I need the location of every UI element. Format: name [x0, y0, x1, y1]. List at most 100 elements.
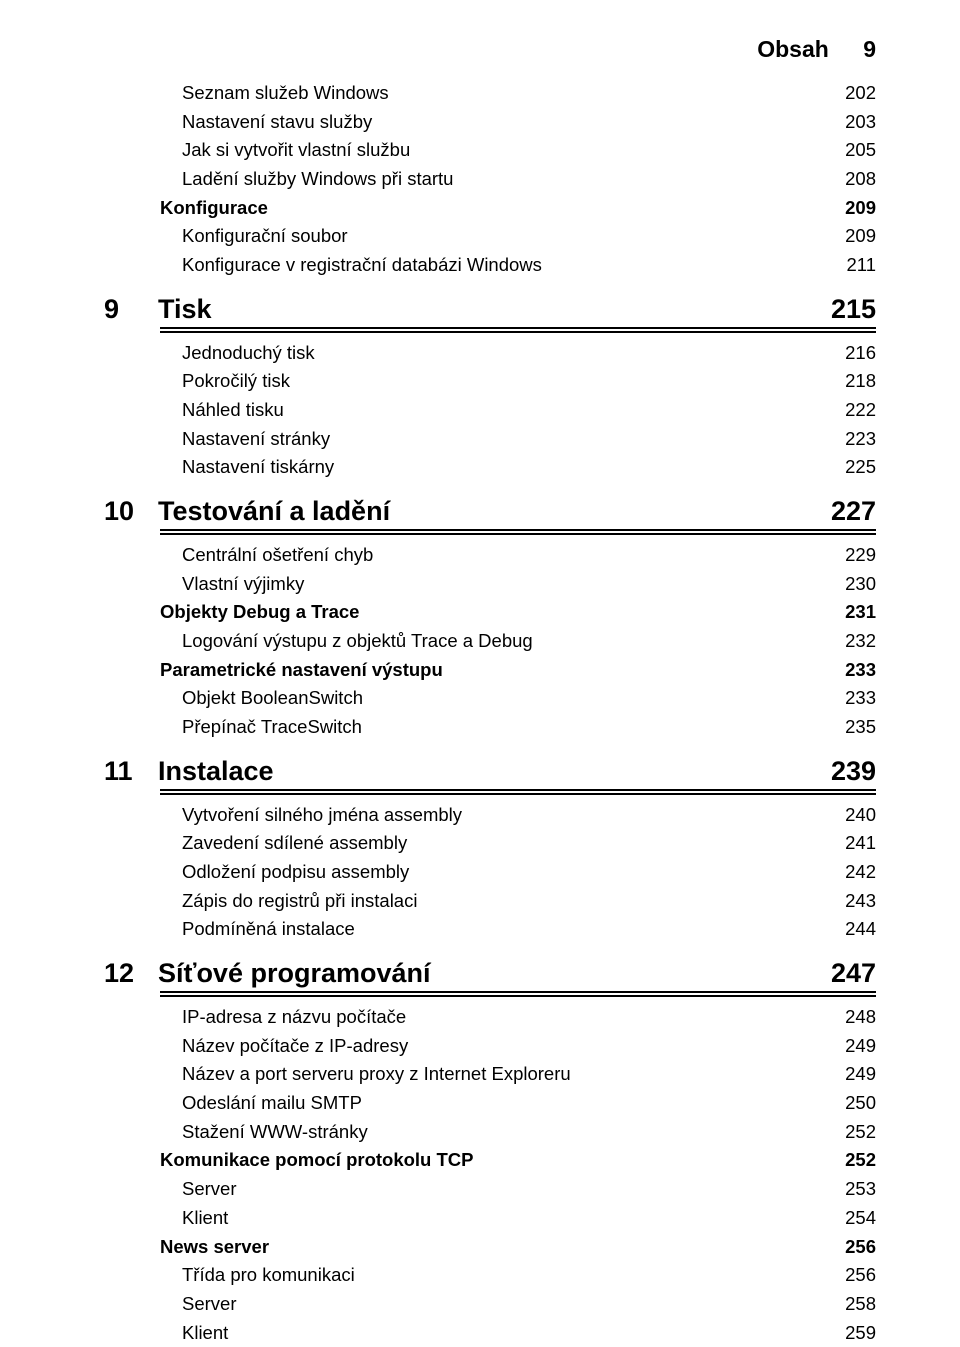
- toc-entry-page: 229: [806, 541, 876, 570]
- toc-entry-label: Třída pro komunikaci: [182, 1261, 806, 1290]
- toc-entry: Náhled tisku222: [160, 396, 876, 425]
- toc-entry-label: Odeslání mailu SMTP: [182, 1089, 806, 1118]
- toc-entry-label: Název a port serveru proxy z Internet Ex…: [182, 1060, 806, 1089]
- toc-entry-label: Podmíněná instalace: [182, 915, 806, 944]
- toc-entry-label: Jednoduchý tisk: [182, 339, 806, 368]
- chapter-page: 247: [796, 958, 876, 989]
- toc-entry: IP-adresa z názvu počítače248: [160, 1003, 876, 1032]
- toc-entry: Objekty Debug a Trace231: [160, 598, 876, 627]
- toc-group: Centrální ošetření chyb229Vlastní výjimk…: [160, 541, 876, 742]
- toc-entry: Vytvoření silného jména assembly240: [160, 801, 876, 830]
- toc-entry-page: 222: [806, 396, 876, 425]
- toc-entry: Název a port serveru proxy z Internet Ex…: [160, 1060, 876, 1089]
- toc-entry: Odeslání mailu SMTP250: [160, 1089, 876, 1118]
- toc-entry-label: Vlastní výjimky: [182, 570, 806, 599]
- toc-entry-page: 205: [806, 136, 876, 165]
- toc-entry-page: 240: [806, 801, 876, 830]
- toc-entry-page: 250: [806, 1089, 876, 1118]
- toc-entry-label: Klient: [182, 1204, 806, 1233]
- toc-entry: Server253: [160, 1175, 876, 1204]
- toc-entry: Zavedení sdílené assembly241: [160, 829, 876, 858]
- toc-entry-page: 259: [806, 1319, 876, 1347]
- chapter-heading: 9Tisk215: [160, 294, 876, 333]
- toc-entry: Nastavení stavu služby203: [160, 108, 876, 137]
- toc-entry-page: 216: [806, 339, 876, 368]
- toc-entry-page: 209: [806, 222, 876, 251]
- toc-entry-label: Parametrické nastavení výstupu: [160, 656, 806, 685]
- toc-entry: Ladění služby Windows při startu208: [160, 165, 876, 194]
- toc-entry-page: 256: [806, 1261, 876, 1290]
- toc-entry: Název počítače z IP-adresy249: [160, 1032, 876, 1061]
- toc-entry: Klient254: [160, 1204, 876, 1233]
- toc-entry-label: Nastavení tiskárny: [182, 453, 806, 482]
- toc-content: Seznam služeb Windows202Nastavení stavu …: [160, 79, 876, 1347]
- header-page: 9: [863, 36, 876, 62]
- toc-entry-page: 218: [806, 367, 876, 396]
- chapter-page: 239: [796, 756, 876, 787]
- running-header: Obsah 9: [160, 36, 876, 63]
- toc-entry-label: IP-adresa z názvu počítače: [182, 1003, 806, 1032]
- toc-entry-page: 253: [806, 1175, 876, 1204]
- toc-entry-page: 241: [806, 829, 876, 858]
- toc-entry: Jak si vytvořit vlastní službu205: [160, 136, 876, 165]
- chapter-heading: 12Síťové programování247: [160, 958, 876, 997]
- toc-entry-page: 248: [806, 1003, 876, 1032]
- chapter-title: Síťové programování: [158, 958, 796, 989]
- toc-entry-label: Klient: [182, 1319, 806, 1347]
- toc-entry-label: Název počítače z IP-adresy: [182, 1032, 806, 1061]
- chapter-number: 10: [104, 496, 158, 527]
- toc-entry-label: Zavedení sdílené assembly: [182, 829, 806, 858]
- toc-entry-label: Nastavení stránky: [182, 425, 806, 454]
- toc-entry-page: 233: [806, 684, 876, 713]
- toc-entry-label: Seznam služeb Windows: [182, 79, 806, 108]
- toc-entry-label: Objekt BooleanSwitch: [182, 684, 806, 713]
- toc-entry-page: 242: [806, 858, 876, 887]
- toc-entry-page: 256: [806, 1233, 876, 1262]
- toc-entry: Zápis do registrů při instalaci243: [160, 887, 876, 916]
- toc-entry-label: Náhled tisku: [182, 396, 806, 425]
- toc-entry-page: 232: [806, 627, 876, 656]
- toc-entry-page: 202: [806, 79, 876, 108]
- toc-entry: Odložení podpisu assembly242: [160, 858, 876, 887]
- toc-entry-label: Centrální ošetření chyb: [182, 541, 806, 570]
- toc-entry-label: Stažení WWW-stránky: [182, 1118, 806, 1147]
- toc-entry-label: Konfigurace: [160, 194, 806, 223]
- toc-entry-page: 233: [806, 656, 876, 685]
- toc-entry-label: News server: [160, 1233, 806, 1262]
- toc-entry: Konfigurace v registrační databázi Windo…: [160, 251, 876, 280]
- toc-entry: Seznam služeb Windows202: [160, 79, 876, 108]
- toc-entry: Konfigurace209: [160, 194, 876, 223]
- toc-entry-page: 225: [806, 453, 876, 482]
- toc-entry: Centrální ošetření chyb229: [160, 541, 876, 570]
- toc-entry-page: 249: [806, 1032, 876, 1061]
- toc-entry: Pokročilý tisk218: [160, 367, 876, 396]
- toc-entry: Server258: [160, 1290, 876, 1319]
- toc-entry: Logování výstupu z objektů Trace a Debug…: [160, 627, 876, 656]
- toc-entry-label: Server: [182, 1290, 806, 1319]
- toc-group: Jednoduchý tisk216Pokročilý tisk218Náhle…: [160, 339, 876, 482]
- toc-entry: Komunikace pomocí protokolu TCP252: [160, 1146, 876, 1175]
- toc-entry-label: Objekty Debug a Trace: [160, 598, 806, 627]
- chapter-page: 227: [796, 496, 876, 527]
- toc-entry-page: 230: [806, 570, 876, 599]
- toc-entry: Parametrické nastavení výstupu233: [160, 656, 876, 685]
- toc-entry: Přepínač TraceSwitch235: [160, 713, 876, 742]
- toc-group: Seznam služeb Windows202Nastavení stavu …: [160, 79, 876, 280]
- chapter-number: 9: [104, 294, 158, 325]
- chapter-title: Instalace: [158, 756, 796, 787]
- toc-entry-page: 223: [806, 425, 876, 454]
- toc-entry: Klient259: [160, 1319, 876, 1347]
- chapter-title: Tisk: [158, 294, 796, 325]
- toc-entry-label: Pokročilý tisk: [182, 367, 806, 396]
- toc-entry-page: 208: [806, 165, 876, 194]
- toc-entry: Stažení WWW-stránky252: [160, 1118, 876, 1147]
- toc-entry-page: 258: [806, 1290, 876, 1319]
- toc-group: IP-adresa z názvu počítače248Název počít…: [160, 1003, 876, 1347]
- toc-entry-label: Server: [182, 1175, 806, 1204]
- header-label: Obsah: [757, 36, 829, 62]
- toc-entry: Objekt BooleanSwitch233: [160, 684, 876, 713]
- toc-entry-page: 252: [806, 1146, 876, 1175]
- toc-entry-label: Odložení podpisu assembly: [182, 858, 806, 887]
- toc-entry-page: 231: [806, 598, 876, 627]
- toc-entry-page: 243: [806, 887, 876, 916]
